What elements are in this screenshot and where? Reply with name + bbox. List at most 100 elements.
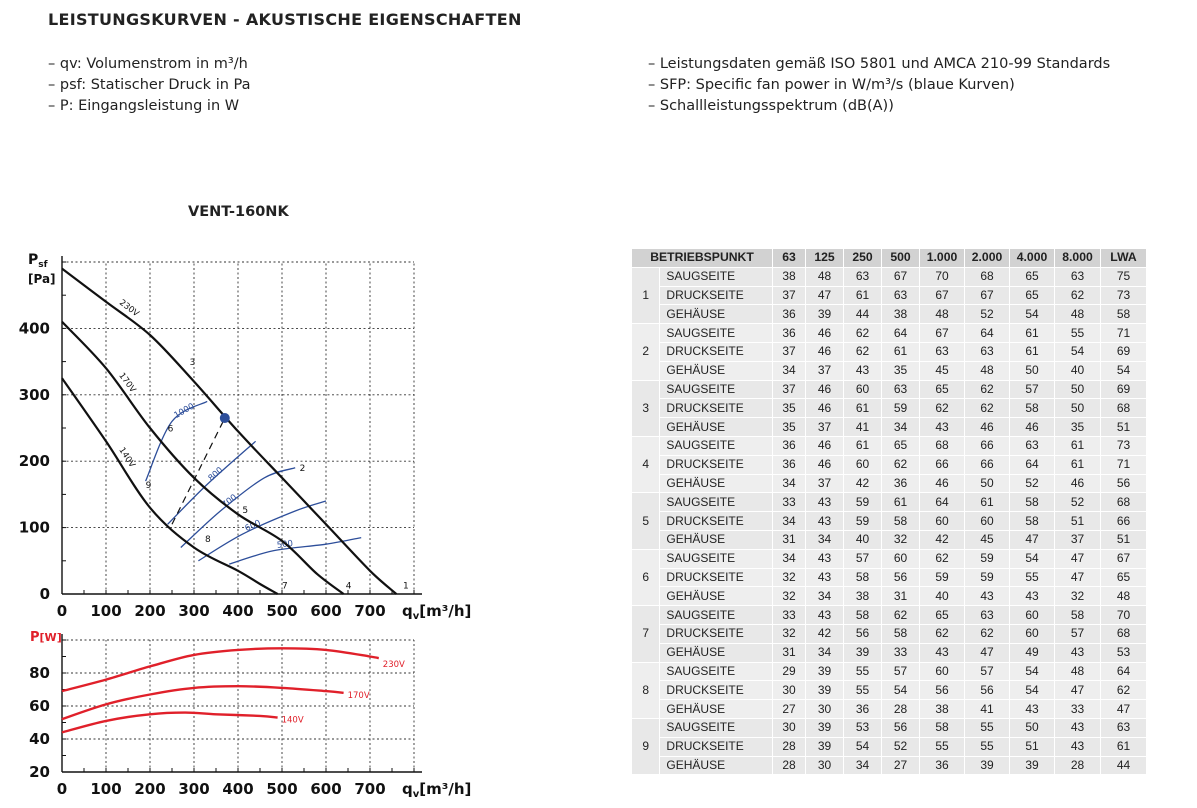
row-label: GEHÄUSE (659, 586, 773, 607)
pressure-y-unit: [Pa] (28, 272, 56, 286)
pressure-x-tick-label: 100 (90, 602, 121, 620)
table-header-row: BETRIEBSPUNKT 63 125 250 500 1.000 2.000 4.000 8… (631, 248, 1147, 268)
power-curve-170V (61, 684, 344, 721)
note-sfp: – SFP: Specific fan power in W/m³/s (bla… (648, 77, 1015, 93)
table-cell: 51 (1100, 417, 1147, 437)
table-cell: 33 (772, 492, 806, 513)
row-label: GEHÄUSE (659, 473, 773, 494)
table-cell: 39 (805, 680, 844, 701)
table-cell: 43 (805, 567, 844, 588)
table-cell: 53 (1100, 642, 1147, 663)
table-row: DRUCKSEITE 37 46 62 61 63 63 61 54 69 (632, 341, 1147, 362)
measurement-point-label: 7 (282, 582, 288, 592)
table-cell: 68 (1100, 398, 1147, 419)
table-cell: 55 (1009, 567, 1055, 588)
sfp-curve-label: 800 (207, 465, 226, 483)
power-y-tick-label: 20 (29, 763, 50, 781)
table-cell: 65 (1100, 567, 1147, 588)
table-row: DRUCKSEITE 35 46 61 59 62 62 58 50 68 (632, 398, 1147, 419)
row-label: GEHÄUSE (659, 699, 773, 719)
table-cell: 63 (1009, 435, 1055, 456)
table-cell: 37 (772, 379, 806, 400)
table-cell: 54 (1009, 304, 1055, 325)
operating-point-number: 6 (630, 548, 661, 607)
power-x-tick-label: 0 (57, 780, 67, 798)
table-cell: 61 (964, 492, 1010, 513)
row-label: DRUCKSEITE (659, 398, 773, 419)
table-cell: 30 (805, 699, 844, 719)
table-row: DRUCKSEITE 34 43 59 58 60 60 58 51 66 (632, 511, 1147, 531)
fan-curve-230V (61, 267, 398, 595)
table-cell: 62 (1054, 285, 1101, 306)
measurement-point-label: 5 (242, 506, 248, 516)
table-cell: 31 (881, 586, 920, 607)
table-cell: 63 (919, 341, 965, 362)
table-cell: 38 (772, 266, 806, 287)
note-psf: – psf: Statischer Druck in Pa (48, 77, 251, 93)
power-x-tick-label: 300 (178, 780, 209, 798)
table-cell: 47 (964, 642, 1010, 663)
table-cell: 43 (1009, 586, 1055, 607)
table-cell: 43 (843, 360, 882, 381)
power-x-tick-label: 500 (266, 780, 297, 798)
table-cell: 63 (964, 341, 1010, 362)
table-cell: 48 (1054, 661, 1101, 682)
table-cell: 32 (1054, 586, 1101, 607)
table-cell: 65 (881, 435, 920, 456)
table-cell: 33 (772, 605, 806, 625)
table-cell: 39 (805, 661, 844, 682)
table-row: GEHÄUSE 31 34 40 32 42 45 47 37 51 (632, 529, 1147, 550)
table-row: GEHÄUSE 28 30 34 27 36 39 39 28 44 (632, 755, 1147, 776)
table-cell: 64 (919, 492, 965, 513)
table-cell: 58 (1054, 605, 1101, 625)
table-cell: 54 (1009, 680, 1055, 701)
table-cell: 66 (1100, 511, 1147, 531)
table-row: DRUCKSEITE 36 46 60 62 66 66 64 61 71 (632, 454, 1147, 475)
table-cell: 46 (805, 341, 844, 362)
table-cell: 61 (843, 435, 882, 456)
row-label: SAUGSEITE (659, 266, 773, 287)
table-cell: 68 (919, 435, 965, 456)
table-cell: 48 (964, 360, 1010, 381)
power-x-tick-label: 100 (90, 780, 121, 798)
table-row: GEHÄUSE 34 37 42 36 46 50 52 46 56 (632, 473, 1147, 494)
table-cell: 43 (1009, 699, 1055, 719)
power-chart: 0 100 200 300 400 500 600 700 20 40 60 80 qv[m³/h] P[… (29, 630, 471, 800)
table-cell: 34 (843, 755, 882, 776)
table-cell: 61 (881, 341, 920, 362)
row-label: DRUCKSEITE (659, 285, 773, 306)
pressure-x-axis-label: qv[m³/h] (402, 602, 471, 622)
table-cell: 56 (964, 680, 1010, 701)
table-cell: 39 (805, 736, 844, 757)
table-row: 9 SAUGSEITE 30 39 53 56 58 55 50 43 63 (630, 717, 1147, 776)
table-cell: 68 (1100, 623, 1147, 644)
fan-curve-label: 170V (116, 371, 137, 395)
table-cell: 35 (772, 398, 806, 419)
power-curve-140V (61, 711, 278, 734)
table-cell: 61 (881, 492, 920, 513)
table-cell: 36 (772, 454, 806, 475)
table-cell: 62 (843, 341, 882, 362)
row-label: GEHÄUSE (659, 417, 773, 437)
measurement-point-label: 1 (403, 582, 409, 592)
row-label: DRUCKSEITE (659, 511, 773, 531)
table-cell: 65 (1009, 285, 1055, 306)
table-cell: 27 (881, 755, 920, 776)
table-cell: 32 (772, 586, 806, 607)
table-cell: 54 (1009, 661, 1055, 682)
row-label: GEHÄUSE (659, 360, 773, 381)
table-cell: 57 (843, 548, 882, 569)
power-y-tick-label: 60 (29, 697, 50, 715)
table-cell: 60 (1009, 623, 1055, 644)
sound-power-table: BETRIEBSPUNKT 63 125 250 500 1.000 2.000 4.000 8… (630, 248, 1147, 776)
pressure-x-tick-label: 200 (134, 602, 165, 620)
table-cell: 34 (772, 473, 806, 494)
pressure-y-axis-label: Psf (28, 252, 48, 270)
table-cell: 58 (1100, 304, 1147, 325)
table-cell: 54 (881, 680, 920, 701)
pressure-y-tick-label: 0 (40, 585, 50, 603)
table-cell: 70 (1100, 605, 1147, 625)
row-label: SAUGSEITE (659, 605, 773, 625)
table-cell: 34 (805, 529, 844, 550)
table-cell: 63 (1054, 266, 1101, 287)
